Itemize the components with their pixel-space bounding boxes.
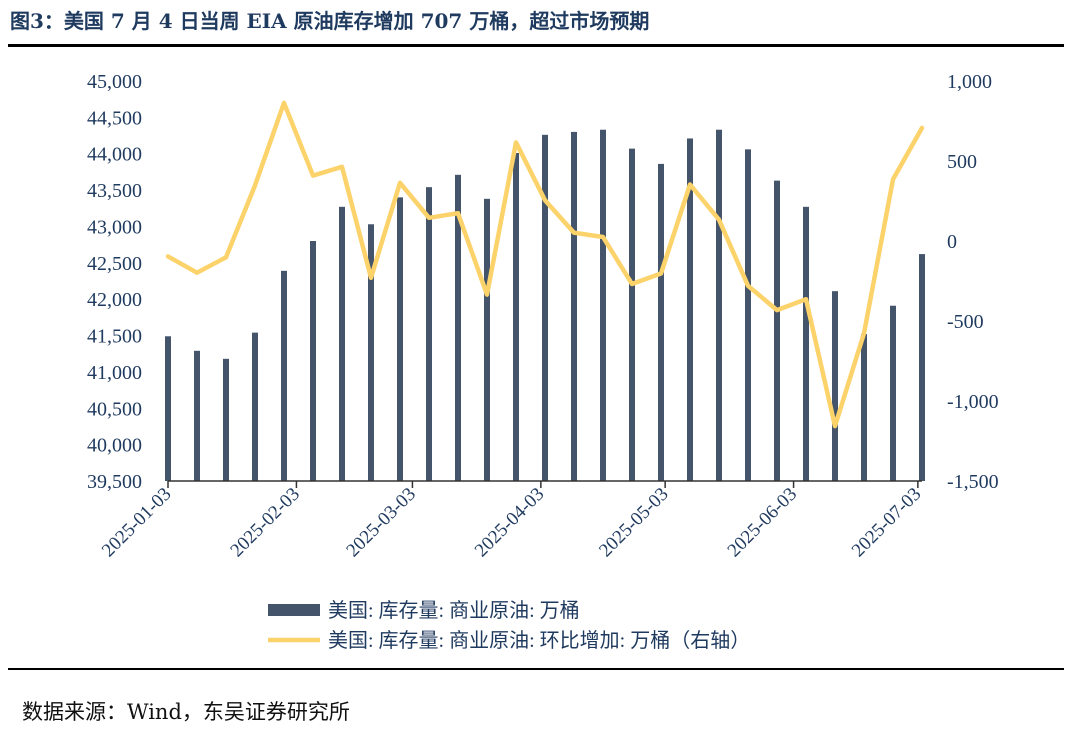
right-tick-label: -500 <box>947 311 984 333</box>
right-axis: -1,500 -1,000 -500 0 500 1,000 <box>947 71 999 493</box>
left-tick-label: 40,500 <box>87 398 142 420</box>
chart: 39,500 40,000 40,500 41,000 41,500 42,000 42,5… <box>87 71 999 652</box>
bar <box>223 358 229 481</box>
bar <box>194 350 200 481</box>
left-tick-label: 44,000 <box>87 144 142 166</box>
bar <box>861 334 867 481</box>
bar <box>716 129 722 481</box>
bar-series <box>165 129 925 482</box>
bar <box>281 270 287 481</box>
legend-label-line: 美国: 库存量: 商业原油: 环比增加: 万桶（右轴） <box>328 629 750 652</box>
bar <box>571 131 577 481</box>
right-tick-label: 1,000 <box>947 71 992 93</box>
bar <box>658 163 664 481</box>
bar <box>397 197 403 481</box>
bar <box>252 332 258 481</box>
left-tick-label: 42,000 <box>87 289 142 311</box>
bar <box>919 254 925 481</box>
left-tick-label: 43,500 <box>87 180 142 202</box>
legend-swatch-bar <box>268 604 320 616</box>
bar <box>339 206 345 481</box>
bar <box>774 180 780 482</box>
bar <box>629 148 635 481</box>
bar <box>426 187 432 481</box>
title-rule <box>8 44 1064 47</box>
bar <box>600 129 606 481</box>
right-tick-label: 0 <box>947 231 957 253</box>
bar <box>890 305 896 481</box>
x-tick-label: 2025-02-03 <box>226 484 304 562</box>
left-tick-label: 41,500 <box>87 326 142 348</box>
left-tick-label: 43,000 <box>87 216 142 238</box>
bar <box>368 224 374 482</box>
bar <box>484 198 490 481</box>
left-tick-label: 45,000 <box>87 71 142 93</box>
bar <box>455 174 461 481</box>
left-tick-label: 42,500 <box>87 253 142 275</box>
bar <box>165 336 171 481</box>
bar <box>687 138 693 482</box>
bar <box>542 134 548 481</box>
bar <box>803 206 809 481</box>
bar <box>513 153 519 481</box>
bar <box>310 241 316 481</box>
left-axis: 39,500 40,000 40,500 41,000 41,500 42,000 42,5… <box>87 71 142 493</box>
x-tick-label: 2025-03-03 <box>342 484 420 562</box>
footer-rule <box>8 668 1064 670</box>
right-tick-label: -1,500 <box>947 471 999 493</box>
bar <box>832 291 838 481</box>
x-tick-label: 2025-06-03 <box>724 484 802 562</box>
left-tick-label: 41,000 <box>87 362 142 384</box>
left-tick-label: 40,000 <box>87 435 142 457</box>
source-note: 数据来源：Wind，东吴证券研究所 <box>22 700 350 724</box>
chart-title: 图3：美国 7 月 4 日当周 EIA 原油库存增加 707 万桶，超过市场预期 <box>10 9 650 33</box>
x-tick-label: 2025-07-03 <box>848 484 926 562</box>
x-axis: 2025-01-03 2025-02-03 2025-03-03 2025-04-03… <box>98 480 926 562</box>
right-tick-label: -1,000 <box>947 391 999 413</box>
x-tick-label: 2025-05-03 <box>595 484 673 562</box>
series-line <box>165 100 925 429</box>
legend-label-bar: 美国: 库存量: 商业原油: 万桶 <box>328 599 580 622</box>
left-tick-label: 39,500 <box>87 471 142 493</box>
x-tick-label: 2025-01-03 <box>98 484 176 562</box>
left-tick-label: 44,500 <box>87 107 142 129</box>
line-series <box>165 100 925 429</box>
right-tick-label: 500 <box>947 151 977 173</box>
bar <box>745 149 751 481</box>
x-tick-label: 2025-04-03 <box>471 484 549 562</box>
